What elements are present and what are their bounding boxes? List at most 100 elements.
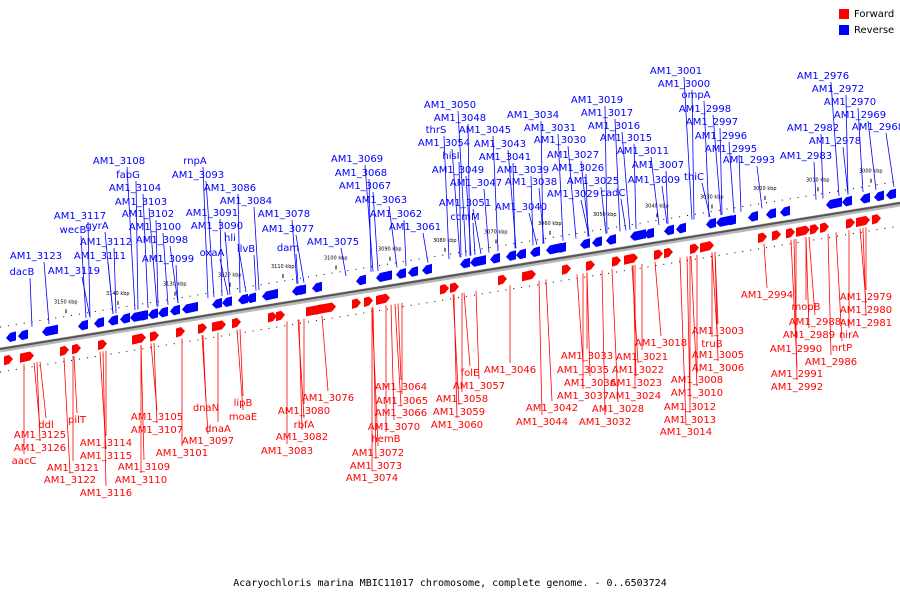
gene-leader-line — [614, 118, 621, 232]
gene-leader-line — [291, 219, 298, 284]
gene-leader-line — [403, 219, 407, 267]
reverse-gene-glyph — [516, 248, 526, 260]
gene-leader-line — [237, 193, 241, 294]
reverse-gene-glyph — [470, 255, 486, 267]
gene-leader-line — [372, 191, 379, 271]
gene-leader-line — [719, 127, 723, 215]
reverse-gene-glyph — [94, 317, 104, 328]
gene-leader-line — [295, 234, 305, 283]
forward-gene-glyph — [364, 296, 373, 307]
gene-label: AM1_3084 — [220, 196, 272, 207]
gene-label: AM1_3025 — [567, 176, 619, 187]
gene-label: wecB — [60, 225, 87, 236]
reverse-gene-glyph — [312, 281, 322, 293]
gene-label: thiC — [684, 172, 704, 183]
axis-tick-label: 3080 kbp — [433, 238, 457, 244]
gene-label: AM1_2995 — [705, 144, 757, 155]
gene-leader-line — [397, 303, 402, 381]
gene-label: AM1_2993 — [723, 155, 775, 166]
gene-leader-line — [683, 76, 693, 220]
reverse-gene-glyph — [262, 288, 278, 301]
gene-label: AM1_2990 — [770, 344, 822, 355]
gene-label: AM1_2972 — [812, 84, 864, 95]
gene-label: AM1_3018 — [635, 338, 687, 349]
gene-leader-line — [763, 244, 768, 289]
gene-leader-line — [219, 258, 229, 296]
gene-label: AM1_3063 — [355, 195, 407, 206]
forward-gene-glyph — [440, 284, 449, 295]
gene-leader-line — [452, 294, 460, 406]
reverse-gene-glyph — [506, 250, 516, 261]
gene-label: AM1_3022 — [612, 365, 664, 376]
gene-label: AM1_3115 — [80, 451, 132, 462]
reverse-gene-glyph — [592, 236, 602, 247]
reverse-gene-glyph — [120, 312, 130, 324]
gene-label: AM1_3031 — [524, 123, 576, 134]
gene-label: AM1_3060 — [431, 420, 483, 431]
gene-leader-line — [321, 315, 329, 392]
gene-leader-line — [528, 212, 538, 245]
gene-leader-line — [530, 175, 534, 246]
gene-label: AM1_3098 — [136, 235, 188, 246]
gene-label: AM1_3007 — [632, 160, 684, 171]
gene-label: AM1_3049 — [432, 165, 484, 176]
gene-label: AM1_3078 — [258, 209, 310, 220]
gene-label: dacB — [10, 267, 35, 278]
gene-label: AM1_3116 — [80, 488, 132, 499]
gene-label: AM1_3073 — [350, 461, 402, 472]
gene-label: AM1_3080 — [278, 406, 330, 417]
forward-gene-glyph — [820, 222, 829, 233]
axis-tick-label: 3060 kbp — [538, 221, 562, 227]
gene-leader-line — [155, 219, 159, 307]
legend-forward: Forward — [839, 9, 894, 21]
axis-tick-label: 3010 kbp — [806, 177, 830, 183]
gene-label: AM1_3097 — [182, 436, 234, 447]
reverse-gene-glyph — [664, 224, 674, 236]
gene-label: AM1_3110 — [115, 475, 167, 486]
gene-label: AM1_3075 — [307, 237, 359, 248]
gene-leader-line — [43, 261, 50, 325]
gene-label: AM1_3051 — [439, 198, 491, 209]
forward-gene-glyph — [586, 260, 595, 271]
axis-tick-label: 3150 kbp — [54, 299, 78, 305]
gene-label: AM1_3048 — [434, 113, 486, 124]
gene-leader-line — [224, 231, 231, 295]
gene-leader-line — [371, 307, 379, 447]
gene-leader-line — [140, 345, 145, 461]
gene-label: AM1_3102 — [122, 209, 174, 220]
gene-leader-line — [239, 329, 244, 397]
gene-label: AM1_2983 — [780, 151, 832, 162]
reverse-swatch — [839, 25, 849, 35]
gene-leader-line — [691, 89, 695, 220]
gene-leader-line — [451, 148, 461, 258]
reverse-gene-glyph — [644, 227, 654, 239]
gene-label: AM1_3068 — [335, 168, 387, 179]
reverse-gene-glyph — [556, 242, 566, 253]
gene-label: folE — [461, 368, 480, 379]
gene-label: AM1_3019 — [571, 95, 623, 106]
gene-label: AM1_3034 — [507, 110, 559, 121]
axis-tick-label: 3140 kbp — [106, 291, 130, 297]
reverse-gene-glyph — [826, 197, 842, 210]
gene-label: AM1_2969 — [834, 110, 886, 121]
gene-leader-line — [567, 145, 577, 239]
gene-leader-line — [820, 133, 824, 199]
reverse-gene-glyph — [860, 192, 870, 204]
reverse-gene-glyph — [706, 217, 716, 229]
forward-gene-glyph — [654, 249, 663, 260]
gene-label: AM1_3039 — [497, 165, 549, 176]
gene-label: AM1_3062 — [370, 209, 422, 220]
gene-leader-line — [728, 141, 735, 213]
reverse-gene-glyph — [422, 263, 432, 275]
forward-gene-glyph — [316, 304, 325, 315]
gene-leader-line — [202, 335, 207, 402]
gene-leader-line — [492, 135, 499, 252]
gene-label: AM1_2978 — [809, 136, 861, 147]
reverse-gene-glyph — [170, 304, 180, 316]
gene-leader-line — [465, 175, 472, 256]
gene-leader-line — [295, 253, 299, 284]
gene-leader-line — [372, 307, 377, 460]
reverse-gene-glyph — [874, 190, 884, 202]
legend-forward-label: Forward — [854, 9, 895, 20]
